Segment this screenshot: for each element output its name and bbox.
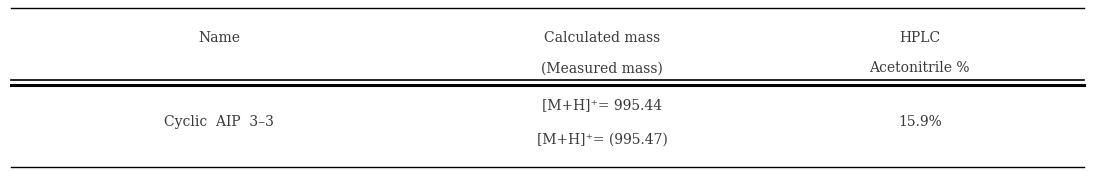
- Text: Acetonitrile %: Acetonitrile %: [869, 61, 970, 75]
- Text: [M+H]⁺= 995.44: [M+H]⁺= 995.44: [542, 98, 662, 112]
- Text: HPLC: HPLC: [899, 31, 941, 45]
- Text: [M+H]⁺= (995.47): [M+H]⁺= (995.47): [537, 132, 668, 146]
- Text: Cyclic  AIP  3–3: Cyclic AIP 3–3: [164, 115, 274, 129]
- Text: Name: Name: [198, 31, 240, 45]
- Text: (Measured mass): (Measured mass): [541, 61, 664, 75]
- Text: Calculated mass: Calculated mass: [544, 31, 660, 45]
- Text: 15.9%: 15.9%: [898, 115, 942, 129]
